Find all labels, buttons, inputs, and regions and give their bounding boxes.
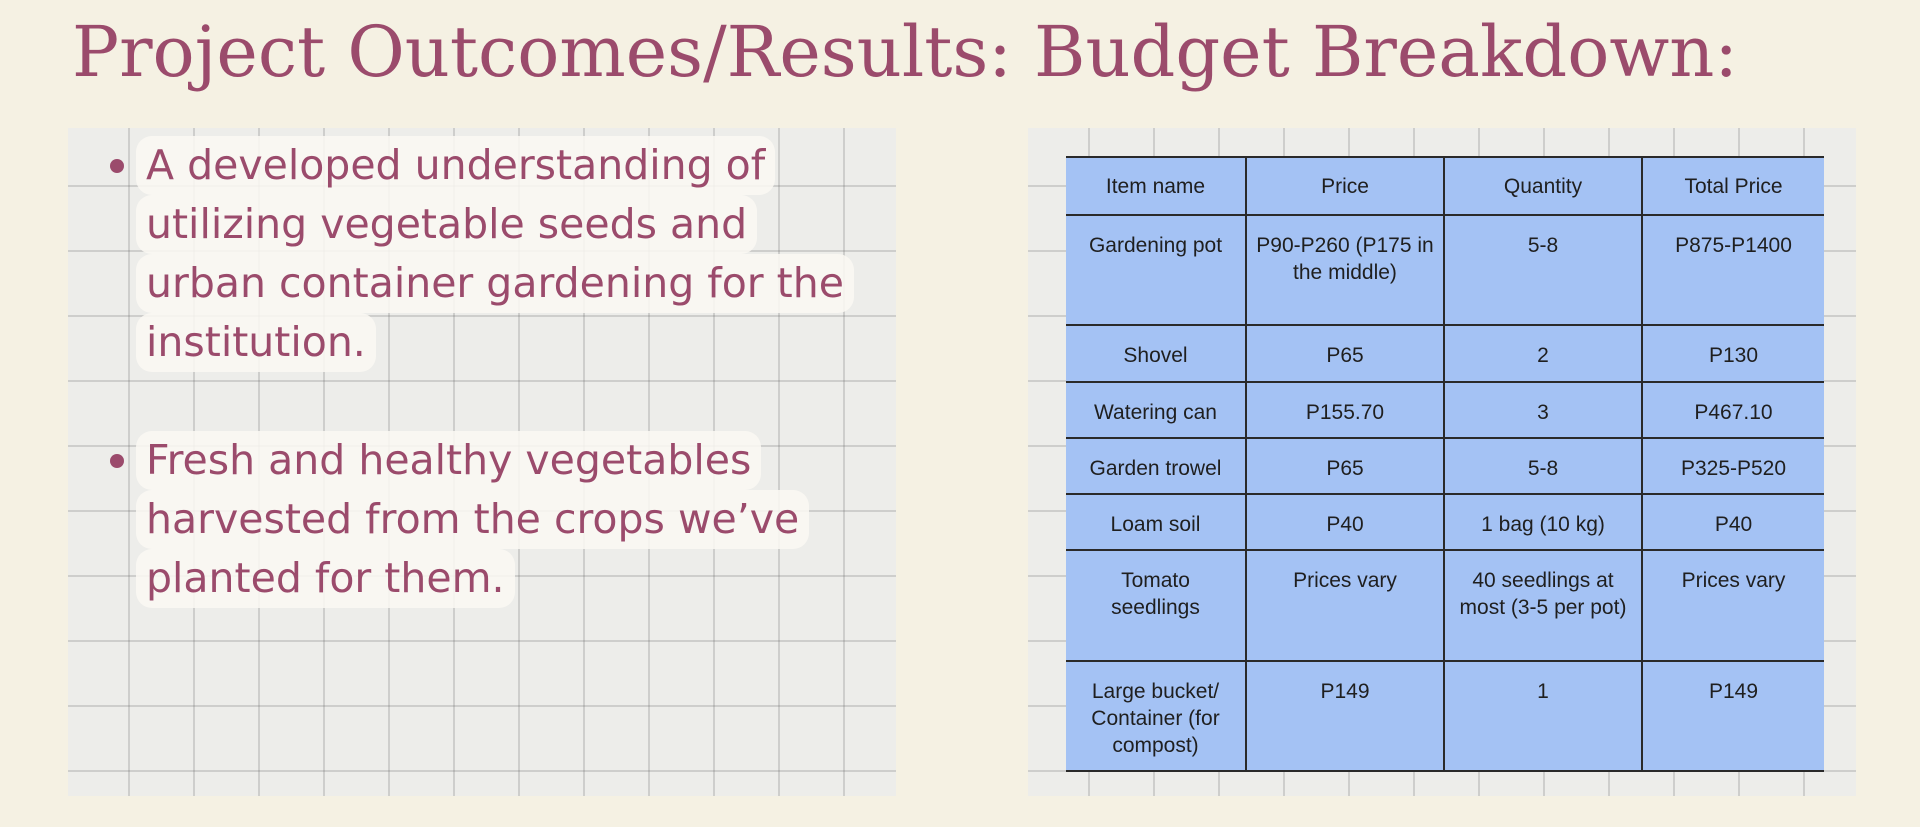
outcome-line: urban container gardening for the	[136, 254, 854, 313]
cell-quantity: 5-8	[1443, 213, 1643, 327]
cell-item-name: Gardening pot	[1066, 213, 1247, 327]
table-row: Large bucket/ Container (for compost) P1…	[1066, 659, 1824, 773]
table-row: Gardening pot P90-P260 (P175 in the midd…	[1066, 213, 1824, 327]
cell-quantity: 5-8	[1443, 436, 1643, 495]
outcome-item: Fresh and healthy vegetables harvested f…	[100, 431, 900, 608]
cell-item-name: Watering can	[1066, 380, 1247, 439]
cell-item-name: Tomato seedlings	[1066, 549, 1247, 662]
outcome-line: planted for them.	[136, 549, 515, 608]
outcome-line: Fresh and healthy vegetables	[136, 431, 762, 490]
cell-total-price: P875-P1400	[1641, 213, 1824, 327]
header-quantity: Quantity	[1443, 156, 1643, 216]
outcome-line: harvested from the crops we’ve	[136, 490, 810, 549]
table-row: Garden trowel P65 5-8 P325-P520	[1066, 436, 1824, 495]
cell-item-name: Shovel	[1066, 324, 1247, 383]
cell-total-price: P149	[1641, 659, 1824, 773]
cell-item-name: Garden trowel	[1066, 436, 1247, 495]
header-item-name: Item name	[1066, 156, 1247, 216]
cell-total-price: P325-P520	[1641, 436, 1824, 495]
outcomes-heading: Project Outcomes/Results:	[72, 11, 1012, 93]
cell-price: P65	[1245, 436, 1445, 495]
header-total-price: Total Price	[1641, 156, 1824, 216]
outcome-line: utilizing vegetable seeds and	[136, 195, 758, 254]
cell-quantity: 40 seedlings at most (3-5 per pot)	[1443, 549, 1643, 662]
cell-total-price: Prices vary	[1641, 549, 1824, 662]
cell-price: P149	[1245, 659, 1445, 773]
table-row: Loam soil P40 1 bag (10 kg) P40	[1066, 492, 1824, 552]
header-price: Price	[1245, 156, 1445, 216]
cell-total-price: P467.10	[1641, 380, 1824, 439]
table-row: Shovel P65 2 P130	[1066, 324, 1824, 383]
cell-price: P40	[1245, 492, 1445, 552]
table-row: Watering can P155.70 3 P467.10	[1066, 380, 1824, 439]
cell-price: Prices vary	[1245, 549, 1445, 662]
cell-item-name: Large bucket/ Container (for compost)	[1066, 659, 1247, 773]
cell-price: P155.70	[1245, 380, 1445, 439]
cell-item-name: Loam soil	[1066, 492, 1247, 552]
cell-quantity: 3	[1443, 380, 1643, 439]
table-header-row: Item name Price Quantity Total Price	[1066, 156, 1824, 216]
outcome-line: institution.	[136, 313, 376, 372]
outcome-line: A developed understanding of	[136, 136, 776, 195]
cell-total-price: P130	[1641, 324, 1824, 383]
budget-heading: Budget Breakdown:	[1034, 11, 1738, 93]
budget-table: Item name Price Quantity Total Price Gar…	[1066, 156, 1824, 773]
cell-quantity: 2	[1443, 324, 1643, 383]
table-row: Tomato seedlings Prices vary 40 seedling…	[1066, 549, 1824, 662]
cell-price: P65	[1245, 324, 1445, 383]
cell-quantity: 1	[1443, 659, 1643, 773]
outcome-item: A developed understanding of utilizing v…	[100, 136, 900, 372]
cell-total-price: P40	[1641, 492, 1824, 552]
cell-price: P90-P260 (P175 in the middle)	[1245, 213, 1445, 327]
outcomes-list: A developed understanding of utilizing v…	[100, 136, 900, 608]
cell-quantity: 1 bag (10 kg)	[1443, 492, 1643, 552]
